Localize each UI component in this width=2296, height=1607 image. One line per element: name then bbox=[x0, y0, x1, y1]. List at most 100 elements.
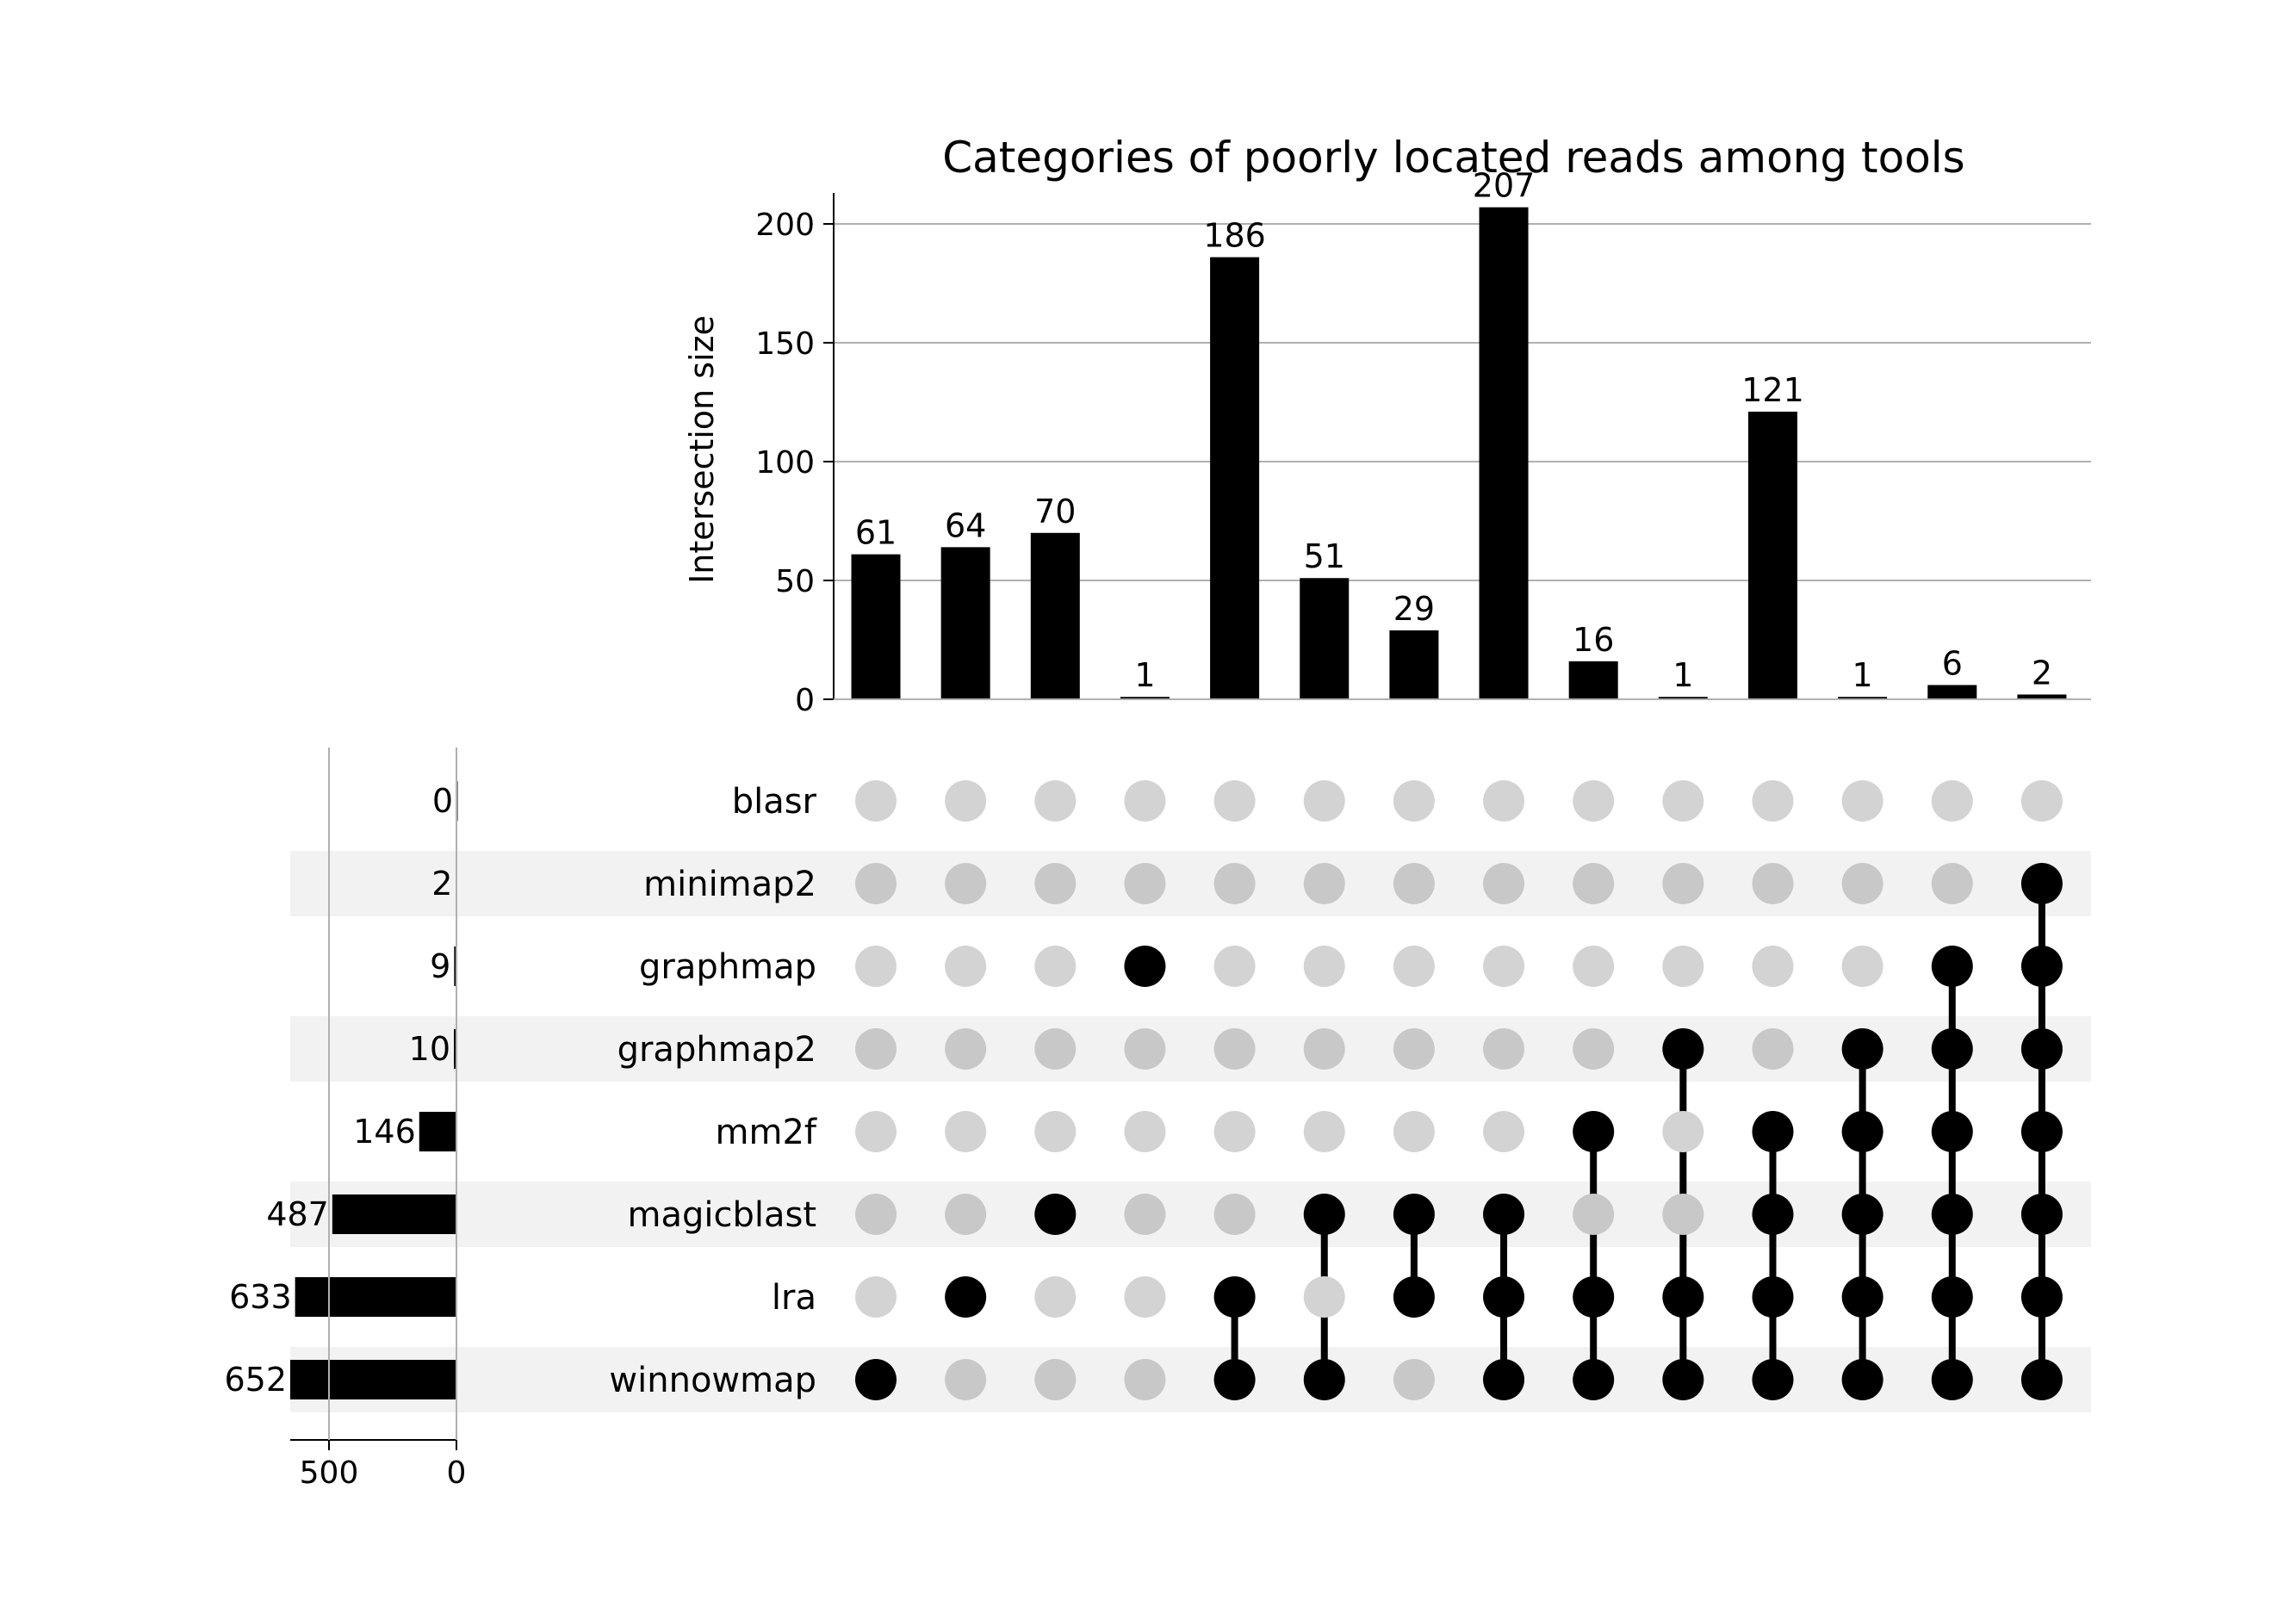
matrix-dot-active bbox=[2020, 1111, 2063, 1152]
bar-value-label: 207 bbox=[1473, 167, 1536, 205]
matrix-dot-active bbox=[1213, 1359, 1256, 1400]
matrix-dot-active bbox=[1931, 1194, 1973, 1235]
matrix-dot-inactive bbox=[1303, 863, 1345, 904]
y-tick-label: 200 bbox=[755, 208, 815, 243]
matrix-dot-inactive bbox=[1034, 1276, 1077, 1318]
bar-value-label: 2 bbox=[2032, 654, 2052, 692]
set-size-bar bbox=[295, 1277, 456, 1317]
matrix-dot-inactive bbox=[1303, 1028, 1345, 1070]
bar-value-label: 186 bbox=[1203, 217, 1266, 255]
intersection-bar bbox=[1210, 257, 1260, 699]
matrix-dot-inactive bbox=[855, 1111, 897, 1152]
intersection-bar bbox=[1927, 685, 1977, 699]
matrix-dot-inactive bbox=[1124, 1359, 1166, 1400]
matrix-dot-active bbox=[1124, 946, 1166, 987]
set-labels: blasr minimap2 graphmap graphmap2 mm2f magicb… bbox=[609, 782, 817, 1400]
matrix-dot-inactive bbox=[945, 946, 987, 987]
matrix-dot-active bbox=[1393, 1276, 1435, 1318]
matrix-dot-inactive bbox=[1662, 780, 1704, 822]
set-size-label: 10 bbox=[409, 1030, 450, 1068]
chart-title: Categories of poorly located reads among… bbox=[942, 133, 1964, 183]
intersection-bar bbox=[1389, 630, 1439, 699]
intersection-bar bbox=[1748, 412, 1797, 699]
set-tick-label: 500 bbox=[300, 1455, 359, 1491]
intersection-bar bbox=[1300, 578, 1350, 699]
bar-value-label: 61 bbox=[855, 514, 897, 552]
matrix-dot-inactive bbox=[1213, 1028, 1256, 1070]
matrix-dot-active bbox=[1931, 1111, 1973, 1152]
matrix-dot-inactive bbox=[1303, 780, 1345, 822]
matrix-dot-active bbox=[1931, 1359, 1973, 1400]
matrix-dot-active bbox=[1841, 1028, 1883, 1070]
matrix-dot-inactive bbox=[1213, 1194, 1256, 1235]
matrix-dot-active bbox=[2020, 946, 2063, 987]
bar-value-label: 6 bbox=[1942, 644, 1963, 682]
matrix-dot-inactive bbox=[1483, 1028, 1525, 1070]
matrix-dot-inactive bbox=[1662, 946, 1704, 987]
matrix-dot-active bbox=[1483, 1359, 1525, 1400]
intersection-matrix bbox=[855, 780, 2063, 1400]
set-size-bars: 0 2 9 10 146 487 633 652 bbox=[224, 781, 458, 1399]
bar-value-label: 64 bbox=[945, 506, 986, 544]
matrix-dot-inactive bbox=[945, 1359, 987, 1400]
intersection-bar bbox=[1030, 532, 1080, 699]
matrix-dot-active bbox=[1931, 1028, 1973, 1070]
matrix-dot-inactive bbox=[1213, 863, 1256, 904]
matrix-dot-inactive bbox=[1752, 863, 1794, 904]
matrix-dot-active bbox=[1931, 1276, 1973, 1318]
y-tick-label: 150 bbox=[755, 326, 815, 362]
intersection-size-axis: 0 50 100 150 200 bbox=[755, 193, 2091, 718]
matrix-dot-active bbox=[2020, 1359, 2063, 1400]
bar-value-label: 1 bbox=[1852, 656, 1873, 694]
bar-value-label: 51 bbox=[1304, 537, 1345, 575]
matrix-dot-inactive bbox=[1124, 1276, 1166, 1318]
intersection-bar bbox=[940, 547, 990, 699]
matrix-dot-inactive bbox=[1752, 780, 1794, 822]
matrix-dot-inactive bbox=[1393, 863, 1435, 904]
bar-value-label: 70 bbox=[1034, 493, 1076, 530]
matrix-dot-active bbox=[1752, 1276, 1794, 1318]
matrix-dot-active bbox=[1393, 1194, 1435, 1235]
matrix-dot-active bbox=[1841, 1359, 1883, 1400]
set-size-label: 633 bbox=[229, 1278, 292, 1316]
matrix-dot-inactive bbox=[1034, 863, 1077, 904]
intersection-bar bbox=[851, 554, 901, 699]
matrix-dot-active bbox=[2020, 1276, 2063, 1318]
row-shade bbox=[290, 1016, 2091, 1082]
matrix-dot-inactive bbox=[945, 1111, 987, 1152]
y-tick-label: 50 bbox=[775, 564, 815, 599]
set-label: mm2f bbox=[716, 1113, 817, 1152]
matrix-dot-active bbox=[1213, 1276, 1256, 1318]
matrix-dot-active bbox=[945, 1276, 987, 1318]
matrix-dot-inactive bbox=[1752, 1028, 1794, 1070]
matrix-dot-inactive bbox=[855, 946, 897, 987]
matrix-dot-inactive bbox=[945, 863, 987, 904]
matrix-dot-active bbox=[1483, 1194, 1525, 1235]
set-size-label: 9 bbox=[430, 947, 450, 985]
set-label: magicblast bbox=[627, 1195, 816, 1235]
matrix-dot-inactive bbox=[1034, 946, 1077, 987]
matrix-dot-active bbox=[1841, 1111, 1883, 1152]
matrix-dot-inactive bbox=[1393, 780, 1435, 822]
matrix-dot-inactive bbox=[1573, 780, 1615, 822]
matrix-dot-active bbox=[1662, 1276, 1704, 1318]
matrix-dot-active bbox=[2020, 863, 2063, 904]
y-axis-label: Intersection size bbox=[683, 315, 721, 584]
set-size-bar bbox=[290, 1360, 456, 1399]
y-tick-label: 0 bbox=[795, 683, 815, 718]
matrix-dot-inactive bbox=[945, 1194, 987, 1235]
matrix-dot-active bbox=[1752, 1111, 1794, 1152]
set-label: blasr bbox=[732, 782, 817, 822]
matrix-dot-active bbox=[1573, 1111, 1615, 1152]
matrix-dot-inactive bbox=[1213, 1111, 1256, 1152]
matrix-dot-active bbox=[2020, 1028, 2063, 1070]
set-size-label: 2 bbox=[431, 865, 452, 903]
matrix-dot-inactive bbox=[1393, 1028, 1435, 1070]
set-label: lra bbox=[772, 1278, 816, 1318]
set-size-bar bbox=[454, 1029, 456, 1069]
matrix-dot-inactive bbox=[1931, 863, 1973, 904]
matrix-dot-active bbox=[1573, 1359, 1615, 1400]
matrix-dot-inactive bbox=[1303, 1111, 1345, 1152]
